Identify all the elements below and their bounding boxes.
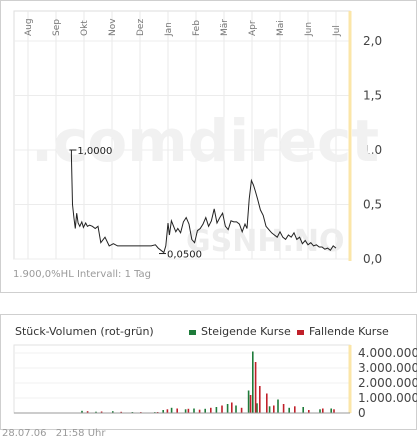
x-tick-label: Mär bbox=[220, 19, 230, 36]
y-tick-label: 0,0 bbox=[363, 252, 382, 266]
x-tick-label: Jan bbox=[164, 22, 174, 37]
y-tick-label: 0,5 bbox=[363, 198, 382, 212]
y-tick-label: 1,5 bbox=[363, 89, 382, 103]
volume-bar-up bbox=[235, 405, 237, 413]
volume-bar-down bbox=[294, 406, 296, 414]
volume-bar-down bbox=[231, 402, 233, 413]
volume-bar-down bbox=[120, 411, 122, 413]
footer-date: 28.07.06 bbox=[2, 428, 47, 439]
volume-bar-up bbox=[268, 406, 271, 414]
x-tick-label: Apr bbox=[248, 20, 258, 36]
volume-bar-down bbox=[86, 411, 89, 413]
volume-bar-up bbox=[226, 404, 229, 413]
volume-bar-down bbox=[221, 405, 223, 413]
volume-bar-down bbox=[210, 407, 212, 414]
volume-bar-down bbox=[254, 362, 257, 413]
watermark-symbol: GSNH.NO bbox=[186, 224, 344, 259]
x-tick-label: Jun bbox=[304, 22, 314, 37]
x-tick-label: Feb bbox=[192, 20, 202, 36]
volume-y-tick-label: 4.000.000 bbox=[358, 346, 417, 360]
volume-bar-up bbox=[193, 408, 195, 413]
price-line bbox=[70, 150, 337, 254]
price-chart: Aug Sep Okt Nov Dez Jan Feb Mär Apr Mai Jun Jul 2,0 1… bbox=[13, 10, 382, 266]
volume-bar-down bbox=[273, 405, 275, 413]
volume-bar-up bbox=[204, 408, 206, 413]
volume-plot-frame bbox=[13, 344, 351, 414]
legend-down-swatch bbox=[297, 329, 304, 335]
volume-bar-up bbox=[81, 410, 83, 414]
annotation-label: 1,0000 bbox=[77, 146, 112, 157]
volume-bar-down bbox=[282, 404, 285, 413]
x-tick-label: Okt bbox=[80, 20, 90, 36]
volume-bar-down bbox=[100, 411, 103, 413]
volume-bar-up bbox=[170, 407, 173, 414]
volume-bar-down bbox=[333, 409, 335, 414]
chart-info-line: 1.900,0%HL Intervall: 1 Tag bbox=[13, 269, 152, 280]
legend-down-label: Fallende Kurse bbox=[309, 325, 389, 338]
price-chart-panel: Aug Sep Okt Nov Dez Jan Feb Mär Apr Mai Jun Jul 2,0 1… bbox=[0, 0, 417, 293]
volume-bar-down bbox=[240, 407, 243, 414]
y-tick-label: 2,0 bbox=[363, 34, 382, 48]
volume-bar-down bbox=[249, 395, 252, 413]
volume-chart-panel: 4.000.000 3.000.000 2.000.000 1.000.000 0 St… bbox=[0, 314, 417, 430]
volume-bar-down bbox=[166, 409, 169, 414]
volume-bar-up bbox=[215, 407, 218, 413]
volume-bar-up bbox=[247, 390, 250, 413]
volume-bar-down bbox=[198, 409, 201, 413]
legend-up-label: Steigende Kurse bbox=[201, 325, 291, 338]
volume-title: Stück-Volumen (rot-grün) bbox=[15, 325, 154, 338]
volume-bar-up bbox=[184, 409, 187, 414]
volume-y-tick-label: 3.000.000 bbox=[358, 361, 417, 375]
footer-time: 21:58 Uhr bbox=[55, 428, 106, 439]
volume-bar-up bbox=[256, 403, 258, 414]
annotation-label: 0,0500 bbox=[167, 250, 202, 261]
volume-bar-up bbox=[112, 411, 114, 413]
volume-bar-up bbox=[288, 407, 290, 414]
volume-bar-up bbox=[162, 410, 164, 413]
x-tick-label: Mai bbox=[276, 20, 286, 36]
legend-down: Fallende Kurse bbox=[297, 325, 389, 338]
volume-bar-up bbox=[319, 409, 321, 414]
volume-bar-up bbox=[302, 407, 304, 413]
x-tick-label: Jul bbox=[332, 25, 342, 37]
footer-timestamp: 28.07.06 21:58 Uhr bbox=[2, 428, 111, 439]
volume-bar-up bbox=[95, 411, 97, 413]
volume-bar-down bbox=[308, 410, 310, 413]
volume-y-tick-label: 2.000.000 bbox=[358, 376, 417, 390]
volume-bar-up bbox=[277, 399, 279, 413]
legend-up-swatch bbox=[189, 329, 196, 335]
volume-bar-up bbox=[252, 351, 254, 413]
volume-bar-down bbox=[187, 408, 190, 413]
volume-bar-up bbox=[330, 408, 332, 413]
volume-bar-down bbox=[176, 408, 178, 413]
volume-bar-down bbox=[266, 393, 268, 413]
x-tick-label: Aug bbox=[24, 18, 34, 36]
legend-up: Steigende Kurse bbox=[189, 325, 291, 338]
watermark-logo: .comdirect bbox=[31, 107, 379, 175]
x-tick-label: Nov bbox=[108, 18, 118, 36]
volume-y-tick-label: 1.000.000 bbox=[358, 391, 417, 405]
volume-bar-down bbox=[259, 386, 261, 413]
y-tick-label: 1,0 bbox=[363, 143, 382, 157]
x-tick-label: Dez bbox=[136, 19, 146, 36]
volume-y-tick-label: 0 bbox=[358, 406, 366, 420]
volume-bar-down bbox=[322, 408, 324, 413]
x-tick-label: Sep bbox=[52, 19, 62, 36]
